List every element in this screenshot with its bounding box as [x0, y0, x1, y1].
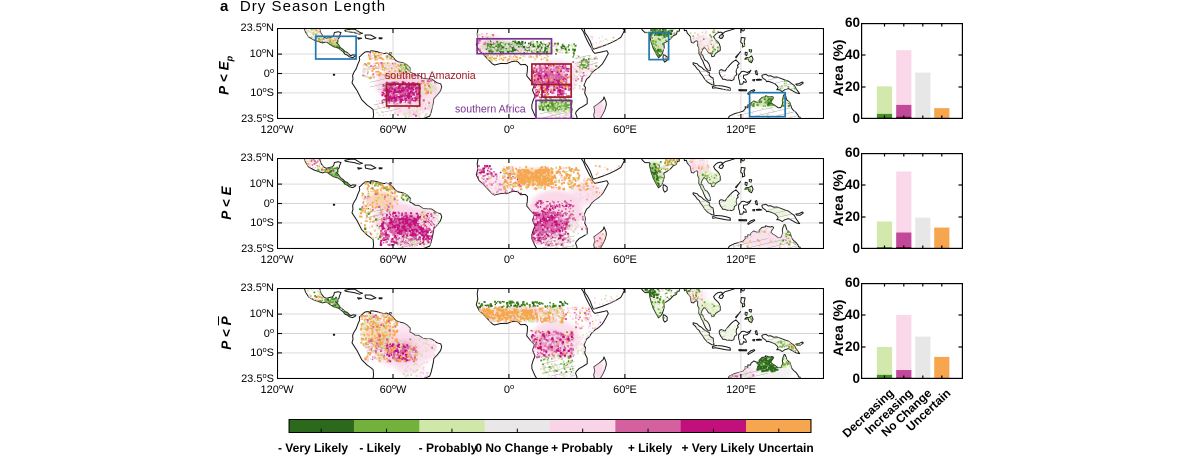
svg-text:southern Africa: southern Africa: [455, 104, 526, 116]
svg-text:southern Amazonia: southern Amazonia: [385, 70, 476, 82]
